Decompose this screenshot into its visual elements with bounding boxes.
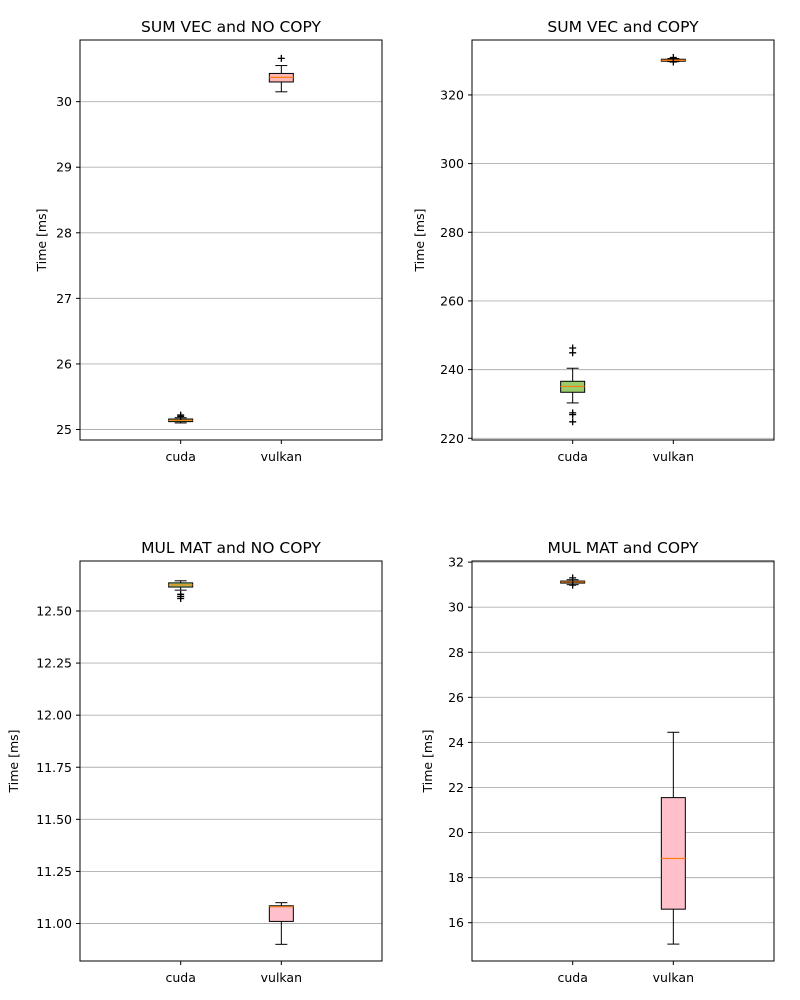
box-vulkan bbox=[268, 54, 294, 93]
y-tick-label: 12.00 bbox=[36, 708, 72, 723]
y-tick-label: 25 bbox=[56, 422, 72, 437]
x-tick-label: vulkan bbox=[653, 449, 694, 464]
y-axis-label: Time [ms] bbox=[6, 729, 21, 793]
y-tick-label: 24 bbox=[448, 735, 464, 750]
flier-point bbox=[177, 595, 185, 602]
y-tick-label: 11.50 bbox=[36, 812, 72, 827]
y-tick-label: 28 bbox=[56, 225, 72, 240]
flier-point bbox=[277, 54, 285, 62]
y-tick-label: 300 bbox=[440, 156, 464, 171]
chart-title: MUL MAT and COPY bbox=[547, 539, 699, 557]
y-tick-label: 320 bbox=[440, 87, 464, 102]
y-tick-label: 22 bbox=[448, 780, 464, 795]
flier-point bbox=[569, 409, 577, 417]
x-tick-label: vulkan bbox=[261, 449, 302, 464]
chart-panel-1: SUM VEC and NO COPY 25 26 27 28 29 30 cuda vulka… bbox=[34, 18, 383, 464]
y-tick-label: 11.75 bbox=[36, 760, 72, 775]
y-tick-label: 280 bbox=[440, 225, 464, 240]
y-tick-label: 18 bbox=[448, 870, 464, 885]
y-tick-label: 26 bbox=[56, 356, 72, 371]
x-tick-label: cuda bbox=[557, 449, 587, 464]
flier-point bbox=[569, 581, 577, 589]
chart-panel-4: MUL MAT and COPY 16 18 20 22 24 26 28 30 32 cuda vu… bbox=[420, 539, 775, 985]
y-tick-label: 32 bbox=[448, 555, 464, 570]
y-tick-label: 26 bbox=[448, 690, 464, 705]
plot-frame bbox=[471, 560, 775, 962]
y-tick-label: 260 bbox=[440, 293, 464, 308]
y-axis-label: Time [ms] bbox=[34, 208, 49, 272]
chart-panel-2: SUM VEC and COPY 220 240 260 280 300 320 cuda vu… bbox=[412, 18, 775, 464]
y-tick-label: 30 bbox=[448, 600, 464, 615]
box-cuda bbox=[168, 411, 194, 424]
y-tick-label: 27 bbox=[56, 291, 72, 306]
y-axis-label: Time [ms] bbox=[420, 729, 435, 793]
box-cuda bbox=[560, 344, 586, 426]
x-tick-label: cuda bbox=[557, 970, 587, 985]
y-tick-label: 220 bbox=[440, 431, 464, 446]
flier-point bbox=[177, 411, 185, 419]
y-tick-label: 240 bbox=[440, 362, 464, 377]
plot-frame bbox=[79, 560, 383, 962]
y-tick-label: 20 bbox=[448, 825, 464, 840]
box-cuda bbox=[168, 580, 194, 602]
y-tick-label: 12.50 bbox=[36, 604, 72, 619]
plot-frame bbox=[471, 39, 775, 441]
box-body bbox=[660, 797, 686, 910]
box-vulkan bbox=[660, 731, 686, 945]
x-tick-label: vulkan bbox=[261, 970, 302, 985]
box-cuda bbox=[560, 574, 586, 589]
flier-point bbox=[569, 574, 577, 582]
x-tick-label: cuda bbox=[165, 970, 195, 985]
flier-point bbox=[569, 418, 577, 426]
y-tick-label: 29 bbox=[56, 160, 72, 175]
box-vulkan bbox=[660, 54, 686, 66]
x-tick-label: cuda bbox=[165, 449, 195, 464]
x-tick-label: vulkan bbox=[653, 970, 694, 985]
chart-panel-3: MUL MAT and NO COPY 11.00 11.25 11.50 11.75 1… bbox=[6, 539, 383, 985]
chart-title: SUM VEC and NO COPY bbox=[141, 18, 321, 36]
y-tick-label: 16 bbox=[448, 915, 464, 930]
y-tick-label: 11.00 bbox=[36, 916, 72, 931]
y-axis-label: Time [ms] bbox=[412, 208, 427, 272]
box-vulkan bbox=[268, 902, 294, 945]
box-body bbox=[268, 905, 294, 922]
y-tick-label: 28 bbox=[448, 645, 464, 660]
y-tick-label: 12.25 bbox=[36, 656, 72, 671]
chart-title: SUM VEC and COPY bbox=[547, 18, 699, 36]
flier-point bbox=[569, 344, 577, 352]
flier-point bbox=[669, 54, 677, 62]
chart-title: MUL MAT and NO COPY bbox=[141, 539, 321, 557]
y-tick-label: 30 bbox=[56, 94, 72, 109]
y-tick-label: 11.25 bbox=[36, 864, 72, 879]
plot-frame bbox=[79, 39, 383, 441]
